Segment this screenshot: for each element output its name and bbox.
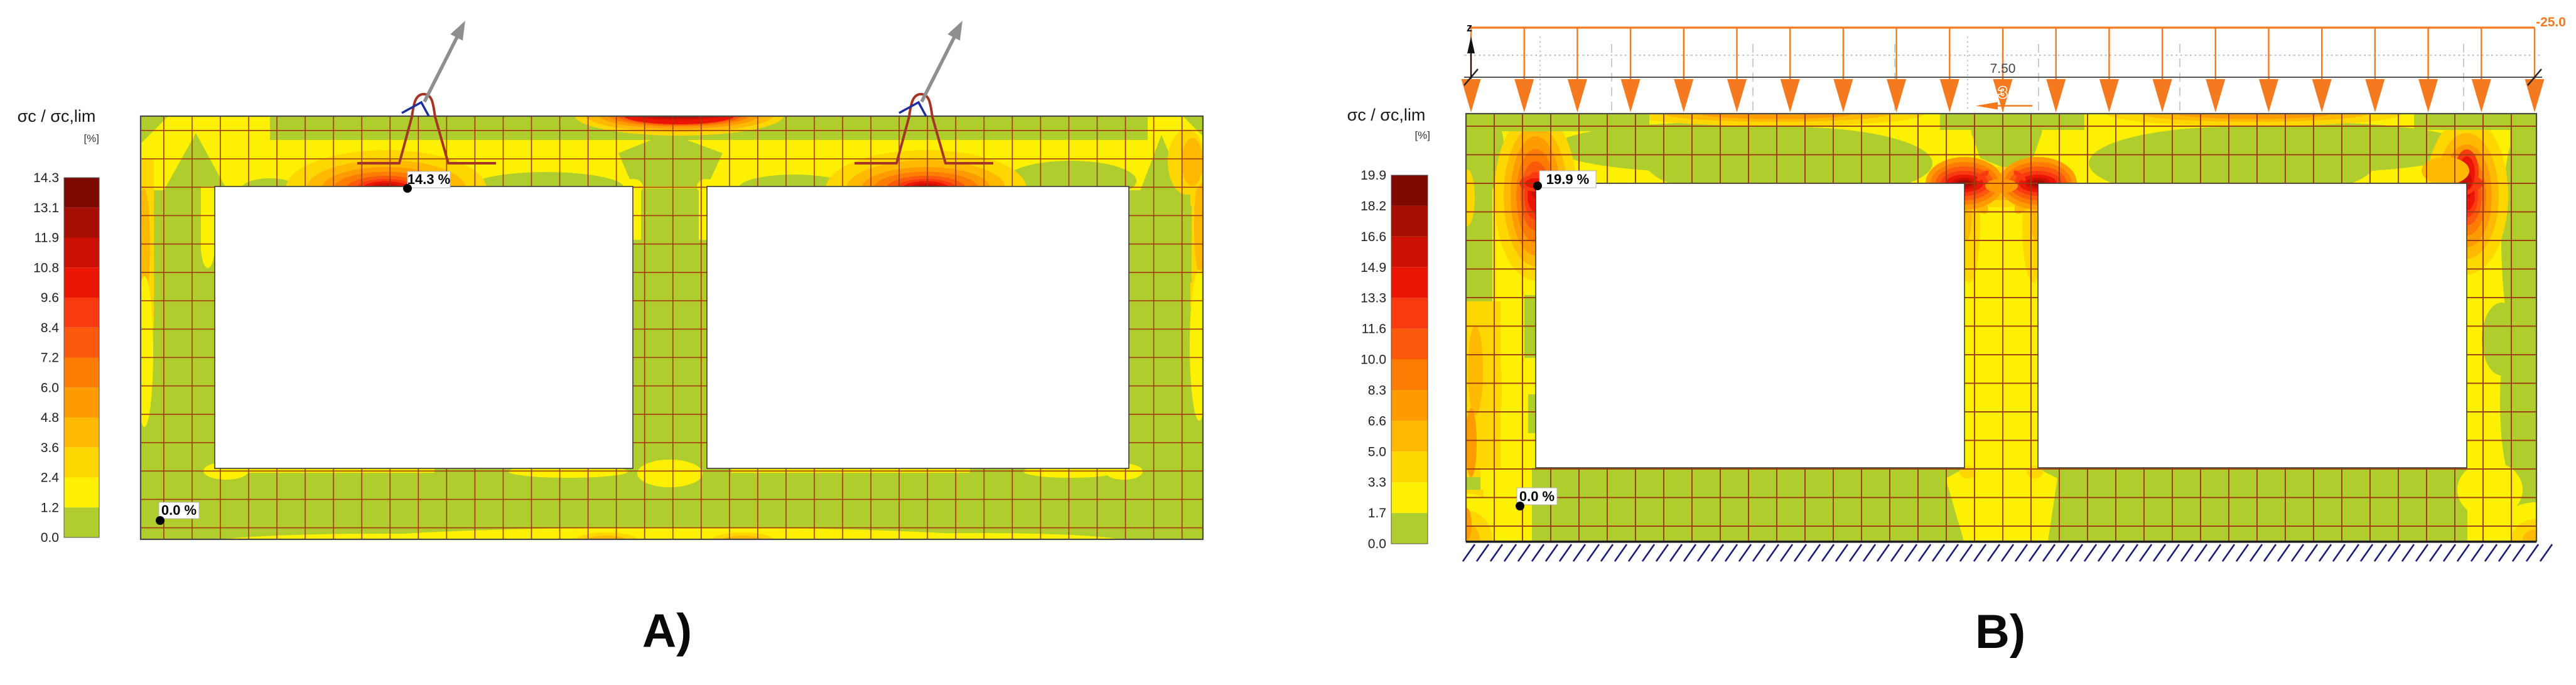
svg-text:14.3 %: 14.3 %: [407, 171, 451, 187]
svg-text:z: z: [1467, 21, 1472, 34]
svg-text:[%]: [%]: [1415, 129, 1430, 141]
svg-text:19.9: 19.9: [1361, 168, 1386, 183]
svg-text:A): A): [642, 604, 692, 657]
svg-text:0.0 %: 0.0 %: [1519, 488, 1555, 504]
svg-text:0.0: 0.0: [1368, 537, 1386, 551]
svg-text:σc / σc,lim: σc / σc,lim: [1347, 105, 1426, 124]
svg-text:14.9: 14.9: [1361, 261, 1386, 275]
svg-text:8.4: 8.4: [41, 321, 60, 335]
svg-text:4.8: 4.8: [41, 411, 59, 425]
svg-text:16.6: 16.6: [1361, 230, 1386, 244]
svg-text:2.4: 2.4: [41, 471, 60, 485]
svg-text:7.2: 7.2: [41, 351, 59, 365]
svg-text:[%]: [%]: [84, 132, 99, 144]
svg-text:9.6: 9.6: [41, 291, 59, 305]
svg-text:7.50: 7.50: [1990, 62, 2016, 76]
svg-text:B): B): [1975, 605, 2025, 659]
svg-text:6.6: 6.6: [1368, 414, 1386, 428]
svg-text:8.3: 8.3: [1368, 383, 1386, 397]
svg-text:11.9: 11.9: [35, 231, 59, 245]
svg-text:0.0: 0.0: [41, 531, 59, 545]
svg-text:13.1: 13.1: [33, 201, 59, 215]
svg-text:-25.0: -25.0: [2536, 15, 2566, 30]
svg-text:18.2: 18.2: [1361, 199, 1386, 213]
svg-text:10.0: 10.0: [1361, 353, 1386, 367]
svg-text:14.3: 14.3: [33, 171, 59, 185]
svg-text:11.6: 11.6: [1362, 322, 1386, 337]
svg-text:19.9 %: 19.9 %: [1546, 171, 1590, 187]
svg-text:5.0: 5.0: [1368, 445, 1386, 459]
svg-text:10.8: 10.8: [33, 261, 59, 275]
svg-text:3: 3: [1998, 84, 2007, 102]
svg-text:13.3: 13.3: [1361, 291, 1386, 306]
svg-text:3.3: 3.3: [1368, 475, 1386, 490]
svg-text:3.6: 3.6: [41, 441, 59, 455]
svg-text:1.2: 1.2: [41, 500, 59, 515]
svg-text:σc / σc,lim: σc / σc,lim: [18, 107, 96, 126]
svg-text:6.0: 6.0: [41, 380, 59, 395]
svg-text:0.0 %: 0.0 %: [161, 502, 197, 518]
svg-text:1.7: 1.7: [1368, 506, 1386, 520]
